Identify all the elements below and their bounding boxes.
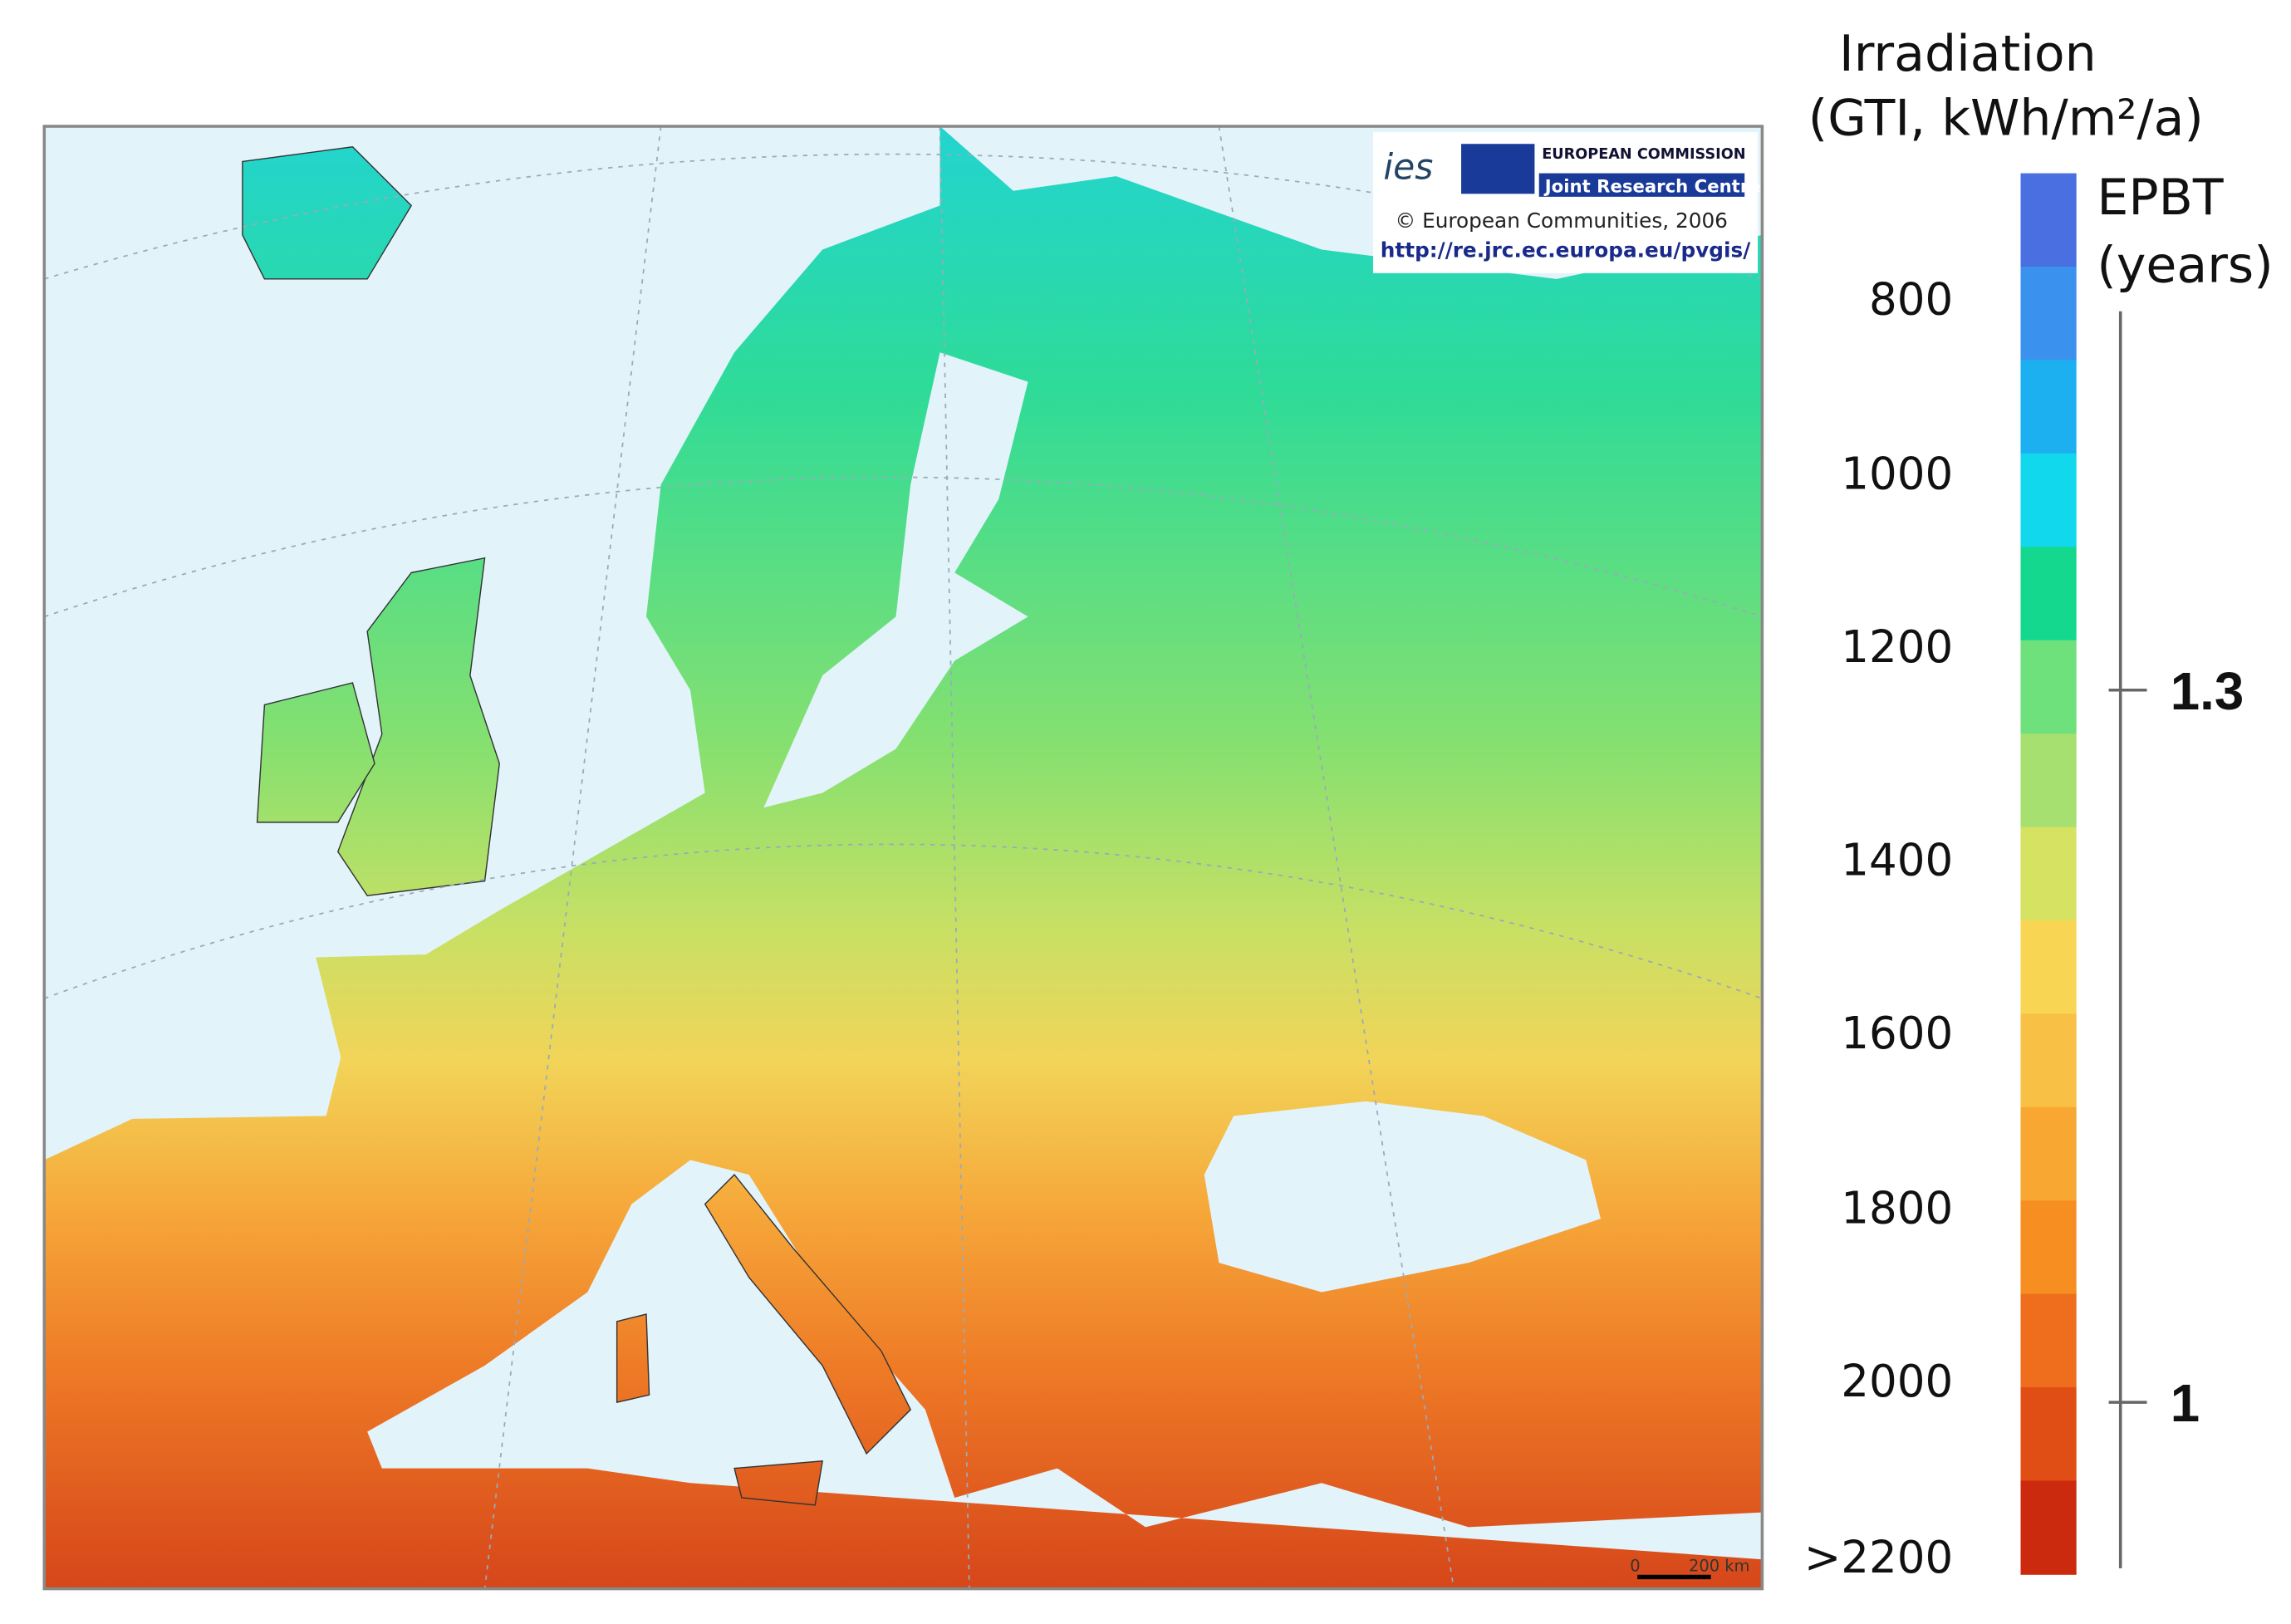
- credits: ies EUROPEAN COMMISSION Joint Research C…: [1372, 132, 1761, 273]
- legend: 800 1000 1200 1400 1600 1800 2000 >2200 1.3 1: [1804, 173, 2244, 1583]
- legend-band: [2020, 360, 2077, 454]
- legend-label: 1800: [1841, 1182, 1953, 1234]
- black-sea: [1204, 1101, 1601, 1293]
- legend-band: [2020, 547, 2077, 641]
- atlantic: [44, 126, 940, 1160]
- legend-label: 1600: [1841, 1008, 1953, 1059]
- iceland: [242, 146, 413, 280]
- sardinia: [616, 1313, 650, 1403]
- baltic-sea: [763, 352, 1028, 808]
- sicily: [733, 1460, 823, 1506]
- commission: EUROPEAN COMMISSION: [1542, 146, 1745, 163]
- ireland: [256, 682, 375, 823]
- jrc: Joint Research Centre: [1543, 177, 1761, 198]
- eu-flag: [1461, 144, 1535, 194]
- legend-label: 1000: [1841, 449, 1953, 500]
- graticule-line: [44, 476, 1763, 618]
- legend-label: 1400: [1841, 835, 1953, 886]
- legend-title: Irradiation: [1839, 25, 2097, 83]
- legend-label: >2200: [1804, 1532, 1953, 1583]
- epbt-tick-label: 1.3: [2171, 662, 2244, 721]
- legend-band: [2020, 1293, 2077, 1388]
- legend-label: 2000: [1841, 1356, 1953, 1407]
- scale-bar: 0 200 km: [1630, 1556, 1750, 1580]
- map: [44, 126, 1763, 1589]
- url: http://re.jrc.ec.europa.eu/pvgis/: [1381, 238, 1751, 262]
- legend-unit: (GTI, kWh/m²/a): [1808, 90, 2204, 148]
- great-britain: [337, 557, 500, 897]
- legend-band: [2020, 1106, 2077, 1202]
- legend-band: [2020, 267, 2077, 361]
- copyright: © European Communities, 2006: [1395, 209, 1727, 233]
- legend-band: [2020, 1013, 2077, 1108]
- islands: [242, 146, 912, 1506]
- epbt-tick-label: 1: [2171, 1374, 2200, 1433]
- legend-band: [2020, 453, 2077, 548]
- epbt-unit: (years): [2097, 236, 2273, 294]
- graticule: [44, 126, 1763, 1589]
- legend-band: [2020, 733, 2077, 828]
- legend-band: [2020, 173, 2077, 267]
- map-frame: [42, 125, 1764, 1591]
- italy: [704, 1174, 912, 1455]
- legend-band: [2020, 640, 2077, 734]
- credits-box: [1372, 132, 1759, 273]
- legend-band: [2020, 1480, 2077, 1575]
- scale-label: 0: [1630, 1556, 1640, 1575]
- legend-band: [2020, 827, 2077, 921]
- graticule-line: [44, 843, 1763, 999]
- ies-logo: ies: [1383, 148, 1433, 189]
- legend-label: 1200: [1841, 621, 1953, 673]
- legend-band: [2020, 1200, 2077, 1295]
- scale-label: 200 km: [1689, 1556, 1749, 1575]
- graticule-line: [939, 126, 970, 1589]
- epbt-title: EPBT: [2097, 169, 2223, 227]
- jrc-band: [1538, 173, 1745, 197]
- graticule-line: [1218, 126, 1455, 1589]
- mediterranean: [367, 1160, 1763, 1560]
- legend-label: 800: [1869, 273, 1953, 325]
- legend-band: [2020, 920, 2077, 1015]
- legend-band: [2020, 1387, 2077, 1482]
